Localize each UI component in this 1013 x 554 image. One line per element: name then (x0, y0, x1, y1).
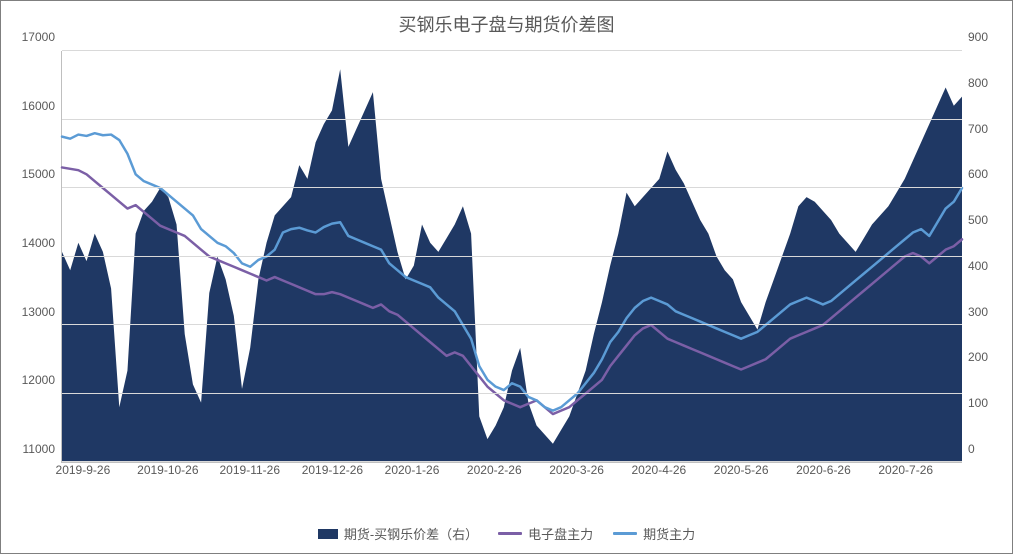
legend-label: 期货-买钢乐价差（右） (344, 524, 478, 543)
legend-swatch-area (318, 529, 338, 539)
x-tick: 2019-11-26 (220, 463, 281, 477)
x-tick: 2020-5-26 (714, 463, 769, 477)
y-axis-right: 0100200300400500600700800900 (962, 51, 1012, 463)
y-tick-right: 300 (968, 305, 988, 319)
x-tick: 2020-3-26 (549, 463, 604, 477)
x-tick: 2020-6-26 (796, 463, 851, 477)
y-tick-right: 800 (968, 76, 988, 90)
y-tick-left: 14000 (22, 236, 55, 250)
x-tick: 2020-7-26 (878, 463, 933, 477)
y-tick-left: 12000 (22, 373, 55, 387)
legend: 期货-买钢乐价差（右） 电子盘主力 期货主力 (1, 524, 1012, 543)
y-tick-left: 15000 (22, 167, 55, 181)
y-tick-left: 13000 (22, 305, 55, 319)
y-tick-right: 0 (968, 442, 975, 456)
x-tick: 2019-12-26 (302, 463, 363, 477)
y-tick-right: 200 (968, 350, 988, 364)
y-tick-right: 400 (968, 259, 988, 273)
legend-item: 期货主力 (613, 524, 695, 543)
x-tick: 2019-10-26 (137, 463, 198, 477)
legend-item: 期货-买钢乐价差（右） (318, 524, 478, 543)
chart-title: 买钢乐电子盘与期货价差图 (1, 1, 1012, 37)
x-tick: 2020-2-26 (467, 463, 522, 477)
y-tick-left: 16000 (22, 99, 55, 113)
x-tick: 2020-1-26 (385, 463, 440, 477)
chart-container: 买钢乐电子盘与期货价差图 11000 12000 13000 14000 15000 16… (0, 0, 1013, 554)
plot-area (61, 51, 962, 463)
legend-label: 电子盘主力 (528, 524, 593, 543)
chart-svg (62, 51, 962, 462)
legend-swatch-line (498, 532, 522, 535)
y-tick-right: 700 (968, 122, 988, 136)
y-tick-right: 600 (968, 167, 988, 181)
x-tick: 2019-9-26 (56, 463, 111, 477)
legend-label: 期货主力 (643, 524, 695, 543)
y-tick-right: 900 (968, 30, 988, 44)
y-axis-left: 11000120001300014000150001600017000 (1, 51, 61, 463)
y-tick-right: 100 (968, 396, 988, 410)
x-axis: 2019-9-262019-10-262019-11-262019-12-262… (61, 463, 962, 493)
y-tick-left: 17000 (22, 30, 55, 44)
x-tick: 2020-4-26 (631, 463, 686, 477)
y-tick-left: 11000 (23, 442, 55, 456)
y-tick-right: 500 (968, 213, 988, 227)
legend-item: 电子盘主力 (498, 524, 593, 543)
legend-swatch-line (613, 532, 637, 535)
